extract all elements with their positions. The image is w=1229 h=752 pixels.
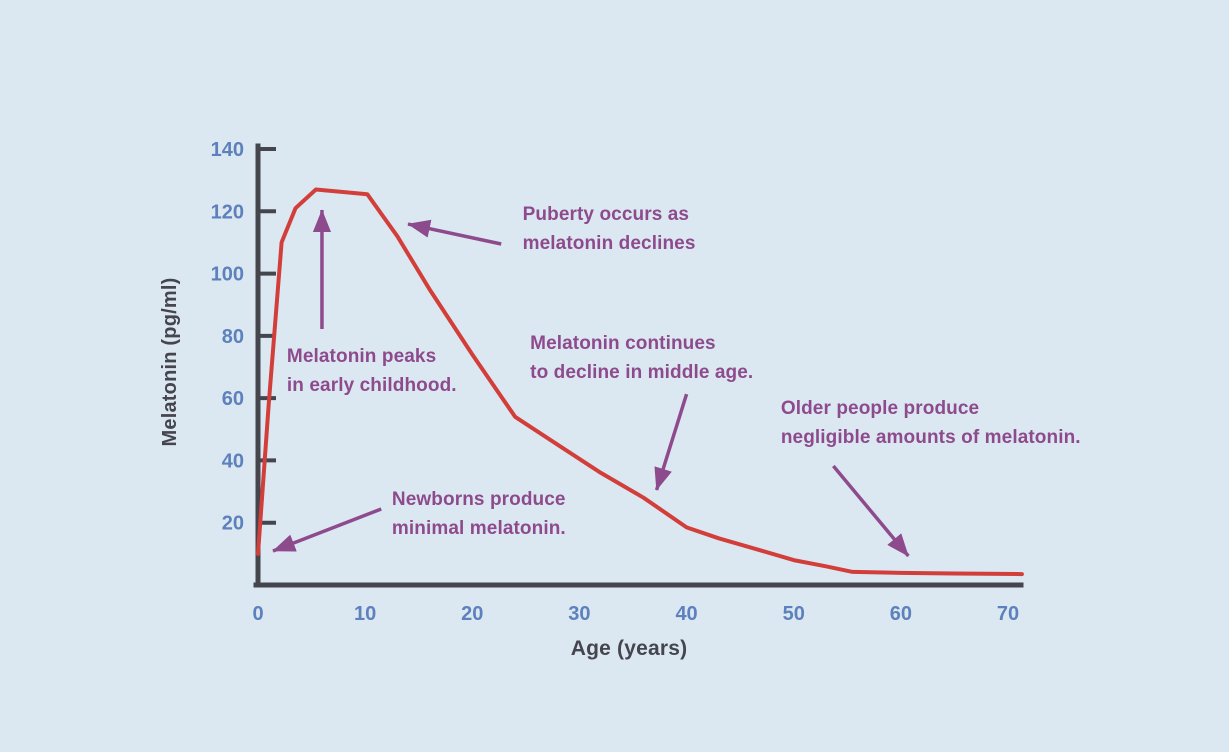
annotation-arrow [654, 393, 689, 491]
y-tick-label: 40 [222, 450, 244, 472]
annotation-text: melatonin declines [523, 233, 696, 254]
y-axis-title: Melatonin (pg/ml) [159, 278, 181, 447]
annotation-text: to decline in middle age. [530, 362, 753, 383]
annotation-arrow [832, 464, 910, 558]
annotation-newborns: Newborns produce minimal melatonin. [272, 489, 566, 553]
annotation-text: negligible amounts of melatonin. [781, 427, 1081, 448]
y-tick-label: 100 [211, 264, 244, 286]
x-axis-ticks: 0 10 20 30 40 50 60 70 [252, 603, 1019, 625]
x-tick-label: 70 [997, 603, 1019, 625]
x-tick-label: 10 [354, 603, 376, 625]
annotation-arrow [272, 507, 382, 553]
y-tick-label: 80 [222, 326, 244, 348]
y-tick-label: 60 [222, 388, 244, 410]
annotation-puberty: Puberty occurs as melatonin declines [407, 204, 696, 254]
annotation-older-people: Older people produce negligible amounts o… [781, 398, 1081, 558]
x-tick-label: 40 [675, 603, 697, 625]
x-tick-label: 0 [252, 603, 263, 625]
y-tick-label: 140 [211, 139, 244, 161]
annotation-peak: Melatonin peaks in early childhood. [287, 209, 457, 396]
annotations: Melatonin peaks in early childhood. Pubert… [272, 204, 1081, 558]
x-tick-label: 50 [783, 603, 805, 625]
annotation-middle-age: Melatonin continues to decline in middle … [530, 333, 753, 491]
melatonin-curve [256, 187, 1024, 577]
x-tick-label: 60 [890, 603, 912, 625]
x-axis-title: Age (years) [571, 637, 688, 660]
axes [253, 143, 1024, 588]
annotation-text: Melatonin peaks [287, 346, 436, 367]
annotation-text: Puberty occurs as [523, 204, 689, 225]
y-axis-ticks: 20 40 60 80 100 120 140 [211, 139, 276, 535]
x-tick-label: 20 [461, 603, 483, 625]
annotation-text: minimal melatonin. [392, 518, 566, 539]
annotation-text: Melatonin continues [530, 333, 716, 354]
annotation-text: Newborns produce [392, 489, 566, 510]
x-tick-label: 30 [568, 603, 590, 625]
y-tick-label: 20 [222, 513, 244, 535]
y-tick-label: 120 [211, 201, 244, 223]
annotation-text: in early childhood. [287, 375, 457, 396]
annotation-arrow [407, 219, 502, 246]
annotation-text: Older people produce [781, 398, 979, 419]
